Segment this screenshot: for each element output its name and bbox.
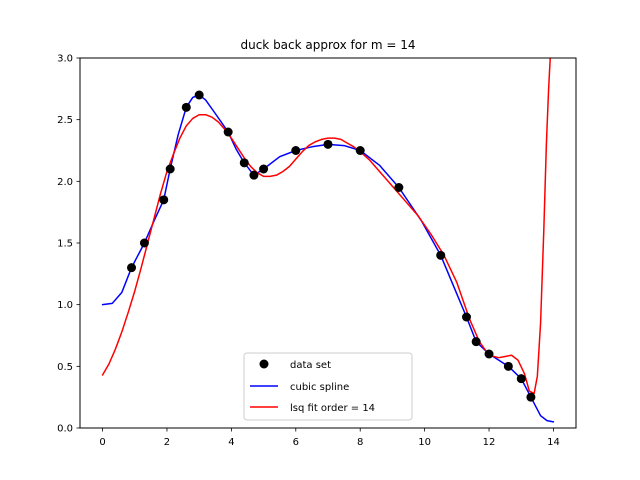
data-point xyxy=(484,349,494,359)
chart-title: duck back approx for m = 14 xyxy=(240,38,415,52)
legend-label-lsq-fit: lsq fit order = 14 xyxy=(290,403,375,414)
data-point xyxy=(249,170,259,180)
x-axis: 0 2 4 6 8 10 12 14 xyxy=(99,428,560,448)
legend-marker-data-set xyxy=(259,359,269,369)
y-tick-label: 0.5 xyxy=(57,362,73,373)
data-point xyxy=(223,127,233,137)
data-point xyxy=(355,146,365,155)
data-point xyxy=(165,164,175,174)
y-tick-label: 1.5 xyxy=(57,239,73,250)
x-tick-label: 12 xyxy=(483,437,496,448)
y-tick-label: 1.0 xyxy=(57,300,73,311)
y-tick-label: 3.0 xyxy=(57,54,73,65)
x-tick-label: 14 xyxy=(547,437,560,448)
data-point xyxy=(159,195,169,205)
series-layer xyxy=(101,58,555,423)
x-tick-label: 4 xyxy=(228,437,234,448)
x-tick-label: 0 xyxy=(99,437,105,448)
data-point xyxy=(503,361,513,371)
legend-box xyxy=(243,352,413,421)
data-point xyxy=(394,183,404,192)
data-point xyxy=(461,312,471,322)
series-line-lsq-fit-order-14 xyxy=(101,58,551,395)
legend: data set cubic spline lsq fit order = 14 xyxy=(243,352,413,421)
plot-area xyxy=(79,57,577,429)
data-point xyxy=(526,392,536,402)
data-point xyxy=(259,164,269,174)
x-tick-label: 10 xyxy=(418,437,431,448)
y-tick-label: 2.0 xyxy=(57,177,73,188)
legend-label-data-set: data set xyxy=(290,360,331,371)
legend-label-cubic-spline: cubic spline xyxy=(290,382,349,393)
data-point xyxy=(181,102,191,112)
data-point xyxy=(323,139,333,149)
data-point xyxy=(291,146,301,155)
data-point xyxy=(436,250,446,260)
x-tick-label: 8 xyxy=(357,437,363,448)
data-point xyxy=(127,263,137,273)
data-point xyxy=(139,238,149,248)
data-point xyxy=(471,337,481,347)
data-point xyxy=(239,158,249,168)
data-point xyxy=(194,90,204,100)
data-point xyxy=(516,374,526,384)
x-tick-label: 2 xyxy=(164,437,170,448)
y-axis: 0.0 0.5 1.0 1.5 2.0 2.5 3.0 xyxy=(57,54,80,435)
y-tick-label: 0.0 xyxy=(57,424,73,435)
x-tick-label: 6 xyxy=(293,437,299,448)
y-tick-label: 2.5 xyxy=(57,115,73,126)
